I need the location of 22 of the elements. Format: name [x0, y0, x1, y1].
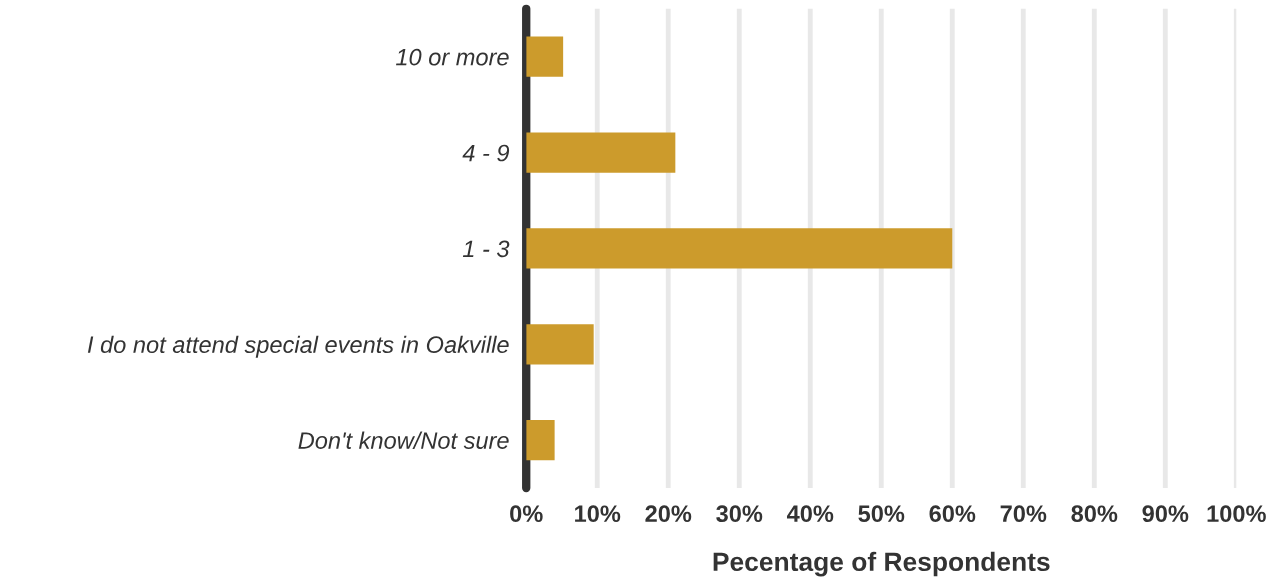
y-tick-label: Don't know/Not sure: [298, 431, 509, 449]
bar: [526, 132, 676, 173]
x-tick-label: 100%: [1207, 505, 1266, 523]
bar: [526, 228, 953, 269]
x-tick-label: 70%: [1000, 505, 1047, 523]
x-tick-label: 50%: [858, 505, 905, 523]
x-tick-label: 10%: [575, 505, 621, 523]
x-tick-label: 60%: [929, 505, 976, 523]
y-tick-label: 10 or more: [396, 48, 509, 66]
bar: [526, 419, 555, 461]
bar: [526, 324, 594, 365]
x-tick-label: 90%: [1142, 505, 1189, 523]
bar: [526, 36, 564, 77]
x-tick-label: 20%: [645, 505, 692, 523]
y-tick-label: 1 - 3: [462, 240, 510, 258]
x-tick-label: 30%: [716, 505, 763, 523]
x-tick-label: 80%: [1071, 505, 1118, 523]
y-tick-label: 4 - 9: [462, 144, 510, 162]
y-tick-label: I do not attend special events in Oakville: [87, 335, 509, 358]
x-axis-title: Pecentage of Respondents: [713, 551, 1050, 577]
x-tick-label: 40%: [786, 505, 834, 523]
x-tick-label: 0%: [510, 505, 543, 523]
